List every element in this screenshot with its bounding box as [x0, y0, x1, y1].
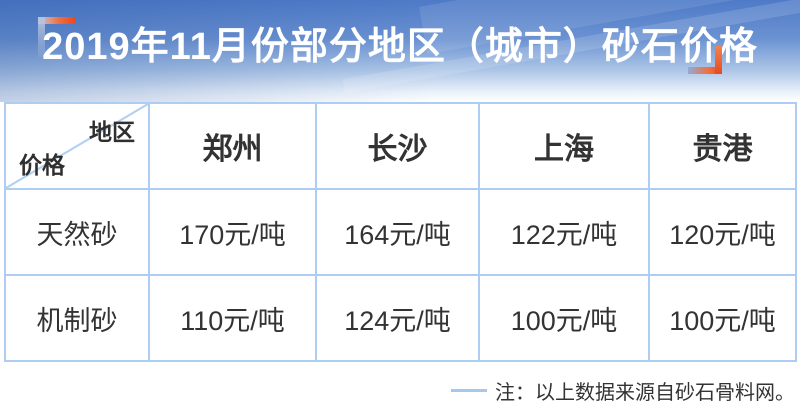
source-note-text: 注：以上数据来源自砂石骨料网。 — [495, 382, 795, 404]
corner-bracket-top-left-icon — [38, 17, 75, 24]
corner-bracket-bottom-right-icon — [688, 67, 722, 74]
table-corner-cell: 地区 价格 — [4, 102, 150, 190]
corner-bracket-top-left-icon — [38, 17, 45, 57]
table-row: 天然砂 170元/吨 164元/吨 122元/吨 120元/吨 — [4, 188, 797, 276]
page-title: 2019年11月份部分地区（城市）砂石价格 — [42, 26, 758, 68]
price-cell: 170元/吨 — [148, 188, 317, 276]
dash-icon — [451, 389, 487, 392]
price-cell: 122元/吨 — [478, 188, 650, 276]
column-header-changsha: 长沙 — [315, 102, 480, 190]
row-label-machine-made-sand: 机制砂 — [4, 274, 150, 362]
price-cell: 100元/吨 — [648, 274, 797, 362]
corner-label-region: 地区 — [89, 119, 135, 145]
price-cell: 110元/吨 — [148, 274, 317, 362]
column-header-zhengzhou: 郑州 — [148, 102, 317, 190]
price-cell: 120元/吨 — [648, 188, 797, 276]
price-cell: 124元/吨 — [315, 274, 480, 362]
title-banner: 2019年11月份部分地区（城市）砂石价格 — [0, 0, 800, 102]
price-cell: 100元/吨 — [478, 274, 650, 362]
column-header-guigang: 贵港 — [648, 102, 797, 190]
table-header-row: 地区 价格 郑州 长沙 上海 贵港 — [4, 102, 797, 190]
table-row: 机制砂 110元/吨 124元/吨 100元/吨 100元/吨 — [4, 274, 797, 362]
column-header-shanghai: 上海 — [478, 102, 650, 190]
row-label-natural-sand: 天然砂 — [4, 188, 150, 276]
corner-label-price: 价格 — [19, 152, 65, 178]
price-table: 地区 价格 郑州 长沙 上海 贵港 天然砂 170元/吨 164元/吨 122元… — [4, 102, 797, 362]
source-note: 注：以上数据来源自砂石骨料网。 — [451, 376, 795, 405]
price-cell: 164元/吨 — [315, 188, 480, 276]
corner-bracket-bottom-right-icon — [715, 46, 722, 74]
